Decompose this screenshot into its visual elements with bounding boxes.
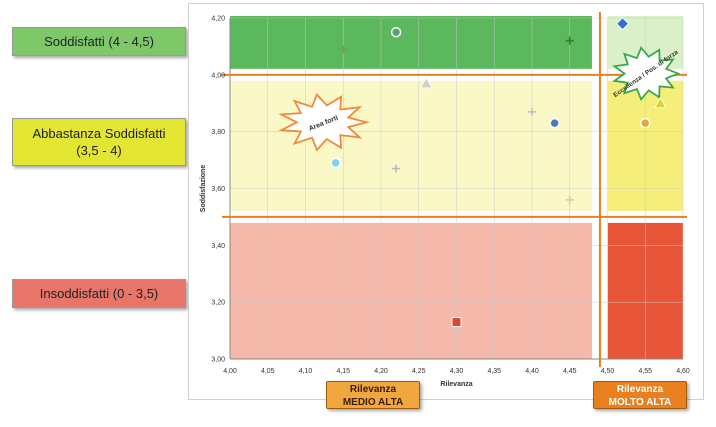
rilevanza-medio-line2: MEDIO ALTA (342, 397, 404, 408)
y-tick-label: 4,00 (211, 72, 225, 79)
x-tick-label: 4,00 (223, 368, 237, 375)
data-point-1 (339, 45, 348, 54)
data-point-9 (640, 117, 651, 129)
y-tick-label: 3,80 (211, 129, 225, 136)
starburst-area-forti (278, 92, 371, 152)
x-tick-label: 4,60 (676, 368, 690, 375)
data-point-3 (565, 36, 574, 45)
data-point-12 (565, 195, 574, 204)
data-point-13 (451, 317, 462, 328)
x-tick-label: 4,15 (336, 368, 350, 375)
y-tick-label: 4,20 (211, 16, 225, 23)
legend-abbastanza-soddisfatti: Abbastanza Soddisfatti (3,5 - 4) (12, 118, 186, 166)
data-point-11 (392, 164, 401, 173)
x-tick-label: 4,55 (638, 368, 652, 375)
x-tick-label: 4,40 (525, 368, 539, 375)
data-point-7 (549, 117, 560, 129)
x-tick-label: 4,05 (261, 368, 275, 375)
data-point-6 (528, 107, 536, 116)
starburst-eccellenza (612, 46, 681, 102)
data-point-4 (615, 16, 630, 31)
rilevanza-molto-alta-label: Rilevanza MOLTO ALTA (593, 381, 687, 409)
legend-soddisfatti-label: Soddisfatti (4 - 4,5) (44, 34, 154, 49)
y-tick-label: 3,60 (211, 186, 225, 193)
legend-abbastanza-label-1: Abbastanza Soddisfatti (32, 126, 166, 141)
x-tick-label: 4,50 (601, 368, 615, 375)
legend-insoddisfatti-label: Insoddisfatti (0 - 3,5) (39, 286, 159, 301)
rilevanza-molto-line1: Rilevanza (616, 384, 664, 395)
rilevanza-medio-line1: Rilevanza (349, 384, 397, 395)
legend-abbastanza-label-2: (3,5 - 4) (76, 143, 122, 158)
x-tick-label: 4,10 (299, 368, 313, 375)
x-tick-label: 4,25 (412, 368, 426, 375)
rilevanza-molto-line2: MOLTO ALTA (608, 397, 672, 408)
y-tick-label: 3,40 (211, 243, 225, 250)
rilevanza-medio-alta-label: Rilevanza MEDIO ALTA (326, 381, 420, 409)
legend-soddisfatti: Soddisfatti (4 - 4,5) (12, 27, 186, 56)
data-point-2 (390, 26, 402, 38)
data-point-5 (420, 77, 433, 89)
data-point-8 (654, 96, 667, 109)
y-tick-label: 3,20 (211, 300, 225, 307)
x-tick-label: 4,45 (563, 368, 577, 375)
data-point-10 (330, 157, 341, 169)
y-tick-label: 3,00 (211, 357, 225, 364)
x-tick-label: 4,35 (487, 368, 501, 375)
x-axis-label: Rilevanza (440, 381, 472, 388)
y-axis-label: Soddisfazione (200, 165, 207, 213)
legend-insoddisfatti: Insoddisfatti (0 - 3,5) (12, 279, 186, 308)
x-tick-label: 4,30 (450, 368, 464, 375)
x-tick-label: 4,20 (374, 368, 388, 375)
zone-abbastanza (230, 80, 592, 211)
zone-insoddisfatti (230, 222, 592, 359)
zone-soddisfatti (230, 16, 592, 69)
